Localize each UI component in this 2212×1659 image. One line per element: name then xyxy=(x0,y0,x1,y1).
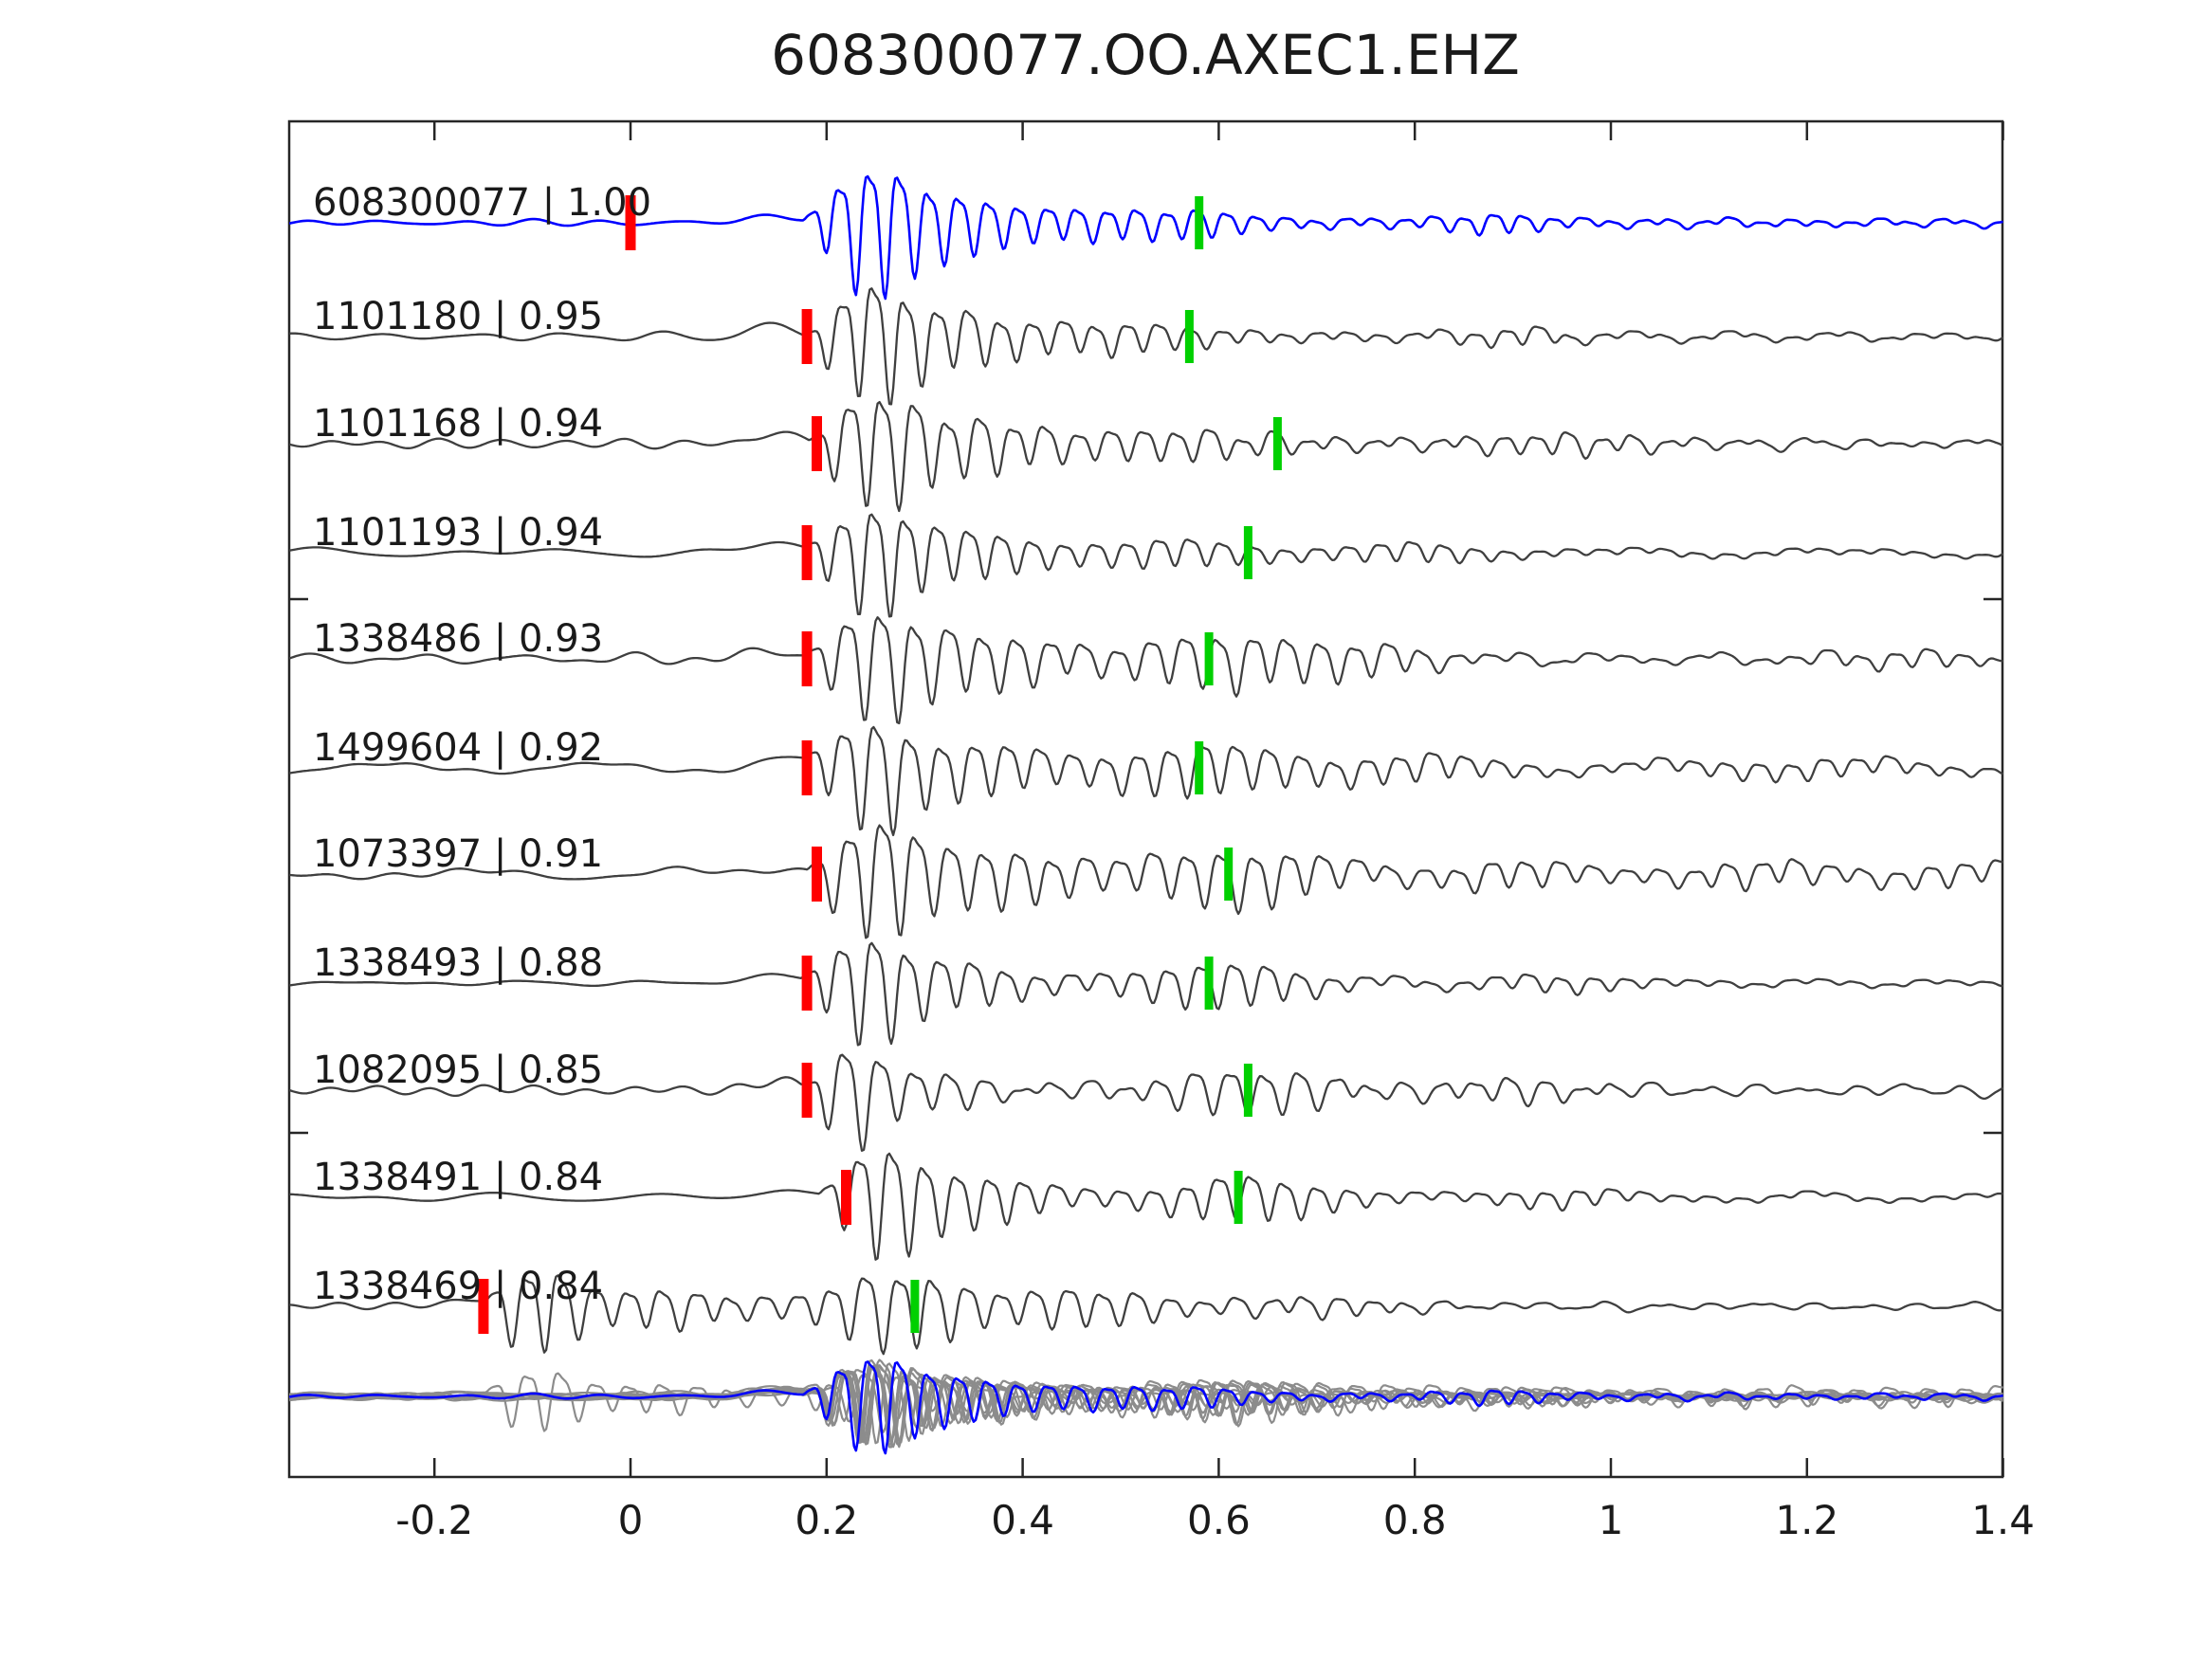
x-tick-label: 1.2 xyxy=(1775,1497,1838,1543)
green-pick-marker xyxy=(910,1280,920,1333)
trace-label: 1073397 | 0.91 xyxy=(313,832,603,876)
match-trace-path xyxy=(289,1274,2003,1356)
green-pick-marker xyxy=(1195,741,1204,794)
red-pick-marker xyxy=(812,416,822,471)
x-tick-label: 0.2 xyxy=(795,1497,858,1543)
x-tick-label: 1.4 xyxy=(1971,1497,2035,1543)
match-trace-path xyxy=(288,1053,2004,1152)
x-tick-label: 0 xyxy=(618,1497,644,1543)
match-trace-path xyxy=(289,287,2004,406)
plot-frame xyxy=(287,119,2004,1479)
overlay-template-trace-path xyxy=(289,1360,2003,1455)
match-trace-path xyxy=(288,616,2003,725)
x-tick-label: -0.2 xyxy=(395,1497,473,1543)
trace-label: 1338486 | 0.93 xyxy=(313,617,603,661)
match-trace-path xyxy=(289,725,2004,837)
trace-label: 608300077 | 1.00 xyxy=(313,181,651,225)
red-pick-marker xyxy=(625,195,636,250)
page-title: 608300077.OO.AXEC1.EHZ xyxy=(771,23,1520,87)
green-pick-marker xyxy=(1224,848,1234,901)
red-pick-marker xyxy=(812,847,822,902)
x-tick-label: 0.4 xyxy=(991,1497,1054,1543)
green-pick-marker xyxy=(1195,196,1204,249)
green-pick-marker xyxy=(1243,1064,1252,1117)
match-trace-path xyxy=(288,513,2004,618)
green-pick-marker xyxy=(1204,632,1214,685)
red-pick-marker xyxy=(801,740,813,795)
red-pick-marker xyxy=(478,1279,489,1334)
trace-label: 1101193 | 0.94 xyxy=(313,511,603,555)
template-trace-path xyxy=(288,174,2003,301)
trace-label: 1101180 | 0.95 xyxy=(313,295,603,338)
overlay-gray-trace-path xyxy=(288,1366,2004,1446)
axes-frame: -0.2 0 0.2 0.4 0.6 0.8 1 1.2 1.4 xyxy=(287,119,2035,1543)
red-pick-marker xyxy=(801,631,813,686)
match-trace-path xyxy=(289,941,2003,1047)
trace-label: 1338469 | 0.84 xyxy=(313,1265,603,1308)
green-pick-marker xyxy=(1272,417,1282,470)
green-pick-marker xyxy=(1184,310,1194,363)
x-tick-label: 0.6 xyxy=(1187,1497,1251,1543)
red-pick-marker xyxy=(801,525,813,580)
green-pick-marker xyxy=(1234,1171,1243,1224)
match-trace-path xyxy=(289,1152,2003,1261)
x-tick-label: 1 xyxy=(1599,1497,1624,1543)
red-pick-marker xyxy=(801,309,813,364)
match-trace-path xyxy=(289,824,2003,939)
red-pick-marker xyxy=(801,956,813,1011)
x-tick-label: 0.8 xyxy=(1383,1497,1447,1543)
red-pick-marker xyxy=(841,1170,851,1225)
trace-label: 1082095 | 0.85 xyxy=(313,1048,603,1092)
green-pick-marker xyxy=(1243,526,1252,579)
red-pick-marker xyxy=(801,1063,813,1118)
trace-label: 1338493 | 0.88 xyxy=(313,941,603,985)
match-trace-path xyxy=(288,400,2004,513)
trace-label: 1499604 | 0.92 xyxy=(313,726,603,770)
green-pick-marker xyxy=(1204,957,1214,1010)
trace-label: 1338491 | 0.84 xyxy=(313,1156,603,1199)
trace-area: 608300077 | 1.00 1101180 | 0.95 1101168 | … xyxy=(288,174,2004,1455)
trace-label: 1101168 | 0.94 xyxy=(313,402,603,446)
